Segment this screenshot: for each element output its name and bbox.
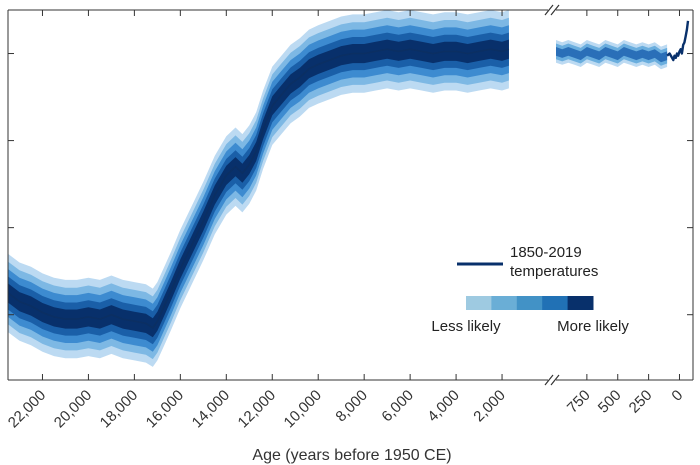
legend-more-likely: More likely <box>557 318 629 335</box>
legend: 1850-2019 temperatures Less likely More … <box>431 244 629 335</box>
x-tick-label-0-5: 12,000 <box>235 387 279 431</box>
plot-frame <box>7 9 694 381</box>
legend-line-label-2: temperatures <box>510 263 598 280</box>
gradient-swatch-4 <box>567 296 594 310</box>
gradient-swatch-0 <box>466 296 492 310</box>
x-tick-labels: 22,000 20,000 18,000 16,000 14,000 12,000 10,0… <box>5 387 686 431</box>
median-line-main <box>7 48 510 329</box>
x-tick-label-0-6: 10,000 <box>281 387 325 431</box>
band-millennium-0 <box>556 47 668 63</box>
break-mark-1-0 <box>544 374 554 386</box>
axis-ticks <box>8 10 693 380</box>
x-tick-label-0-4: 14,000 <box>189 387 233 431</box>
x-tick-label-0-10: 2,000 <box>470 387 509 426</box>
gradient-swatch-2 <box>516 296 543 310</box>
x-axis-label: Age (years before 1950 CE) <box>252 447 451 464</box>
probability-bands <box>8 10 668 367</box>
instrumental-line <box>666 20 690 62</box>
x-tick-label-0-8: 6,000 <box>378 387 417 426</box>
likelihood-gradient <box>466 296 594 310</box>
x-tick-label-1-0: 750 <box>564 387 594 417</box>
x-tick-label-0-3: 16,000 <box>143 387 187 431</box>
break-mark-0-1 <box>550 4 560 16</box>
x-tick-label-1-1: 500 <box>595 387 625 417</box>
break-mark-1-1 <box>550 374 560 386</box>
x-tick-label-0-7: 8,000 <box>332 387 371 426</box>
legend-line-label-1: 1850-2019 <box>510 244 582 261</box>
x-tick-label-0-0: 22,000 <box>5 387 49 431</box>
axis-break-marks <box>544 4 560 386</box>
x-tick-label-0-1: 20,000 <box>51 387 95 431</box>
x-tick-label-1-3: 0 <box>668 387 686 405</box>
x-tick-label-0-9: 4,000 <box>424 387 463 426</box>
data-lines <box>7 20 690 329</box>
x-tick-label-0-2: 18,000 <box>97 387 141 431</box>
gradient-swatch-1 <box>491 296 518 310</box>
break-mark-0-0 <box>544 4 554 16</box>
legend-less-likely: Less likely <box>431 318 501 335</box>
x-tick-label-1-2: 250 <box>626 387 656 417</box>
gradient-swatch-3 <box>542 296 569 310</box>
